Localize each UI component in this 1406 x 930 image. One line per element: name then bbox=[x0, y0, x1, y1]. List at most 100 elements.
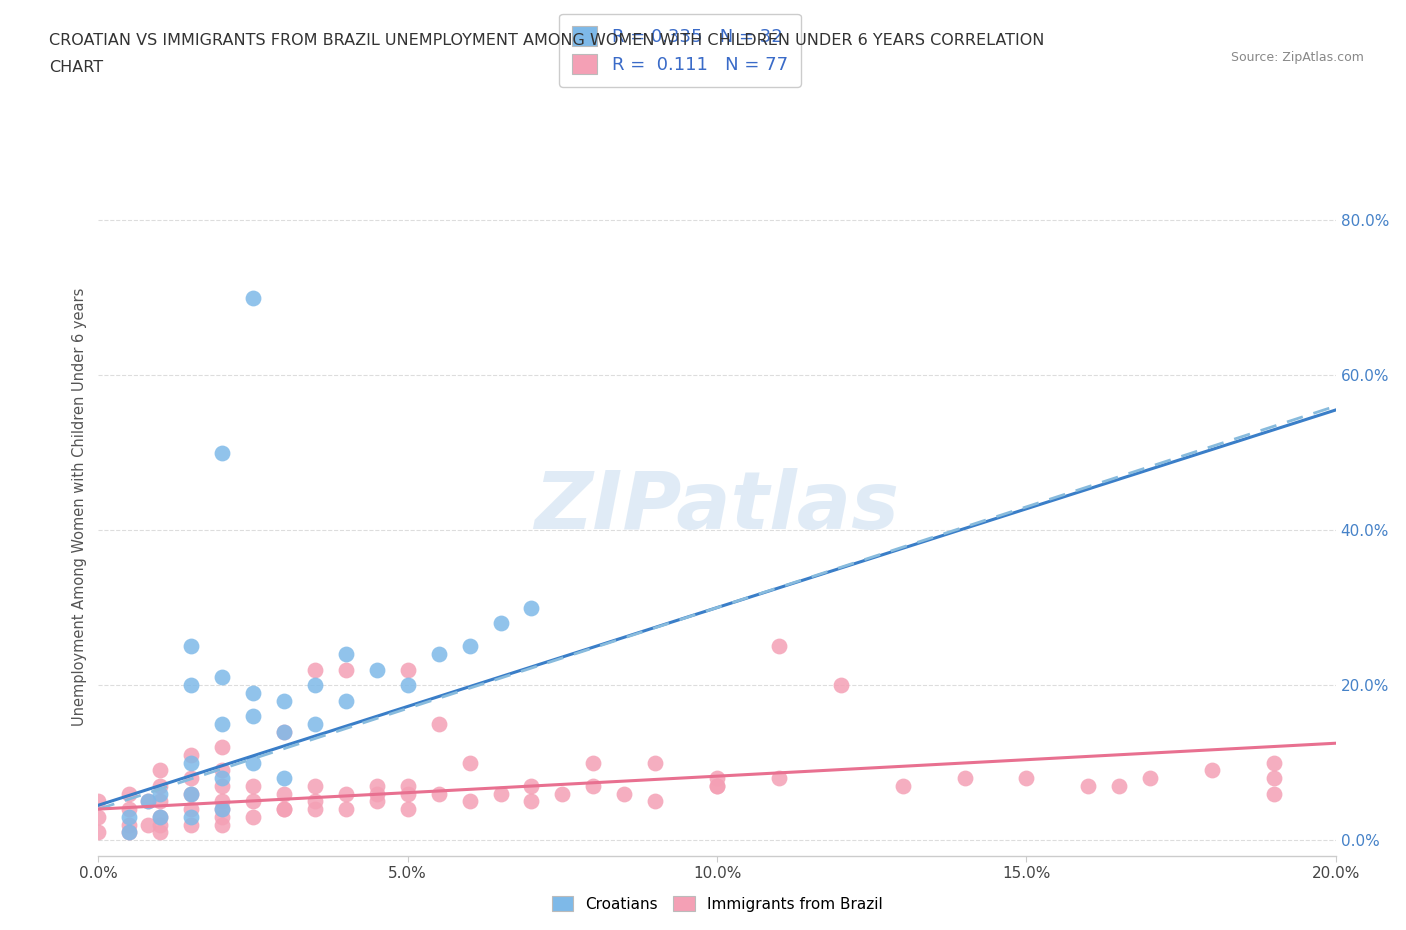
Point bbox=[427, 786, 450, 801]
Point bbox=[335, 693, 357, 708]
Point bbox=[304, 678, 326, 693]
Point bbox=[1015, 771, 1038, 786]
Point bbox=[396, 802, 419, 817]
Text: Source: ZipAtlas.com: Source: ZipAtlas.com bbox=[1230, 51, 1364, 64]
Point bbox=[1077, 778, 1099, 793]
Point bbox=[87, 794, 110, 809]
Point bbox=[366, 778, 388, 793]
Point bbox=[427, 646, 450, 661]
Point bbox=[211, 739, 233, 754]
Point bbox=[489, 616, 512, 631]
Point bbox=[118, 786, 141, 801]
Point bbox=[830, 678, 852, 693]
Point bbox=[149, 794, 172, 809]
Y-axis label: Unemployment Among Women with Children Under 6 years: Unemployment Among Women with Children U… bbox=[72, 287, 87, 726]
Point bbox=[706, 778, 728, 793]
Point bbox=[273, 786, 295, 801]
Point bbox=[149, 809, 172, 824]
Point bbox=[458, 794, 481, 809]
Point bbox=[180, 678, 202, 693]
Point bbox=[149, 809, 172, 824]
Point bbox=[87, 809, 110, 824]
Point bbox=[1108, 778, 1130, 793]
Point bbox=[180, 817, 202, 832]
Point bbox=[335, 662, 357, 677]
Point bbox=[211, 771, 233, 786]
Point bbox=[706, 778, 728, 793]
Point bbox=[458, 755, 481, 770]
Point bbox=[582, 778, 605, 793]
Point bbox=[644, 794, 666, 809]
Point bbox=[304, 794, 326, 809]
Point bbox=[273, 693, 295, 708]
Point bbox=[180, 771, 202, 786]
Point bbox=[180, 809, 202, 824]
Point bbox=[953, 771, 976, 786]
Point bbox=[768, 771, 790, 786]
Point bbox=[427, 716, 450, 731]
Point bbox=[613, 786, 636, 801]
Point bbox=[644, 755, 666, 770]
Point bbox=[304, 716, 326, 731]
Point bbox=[118, 825, 141, 840]
Point bbox=[211, 763, 233, 777]
Text: CROATIAN VS IMMIGRANTS FROM BRAZIL UNEMPLOYMENT AMONG WOMEN WITH CHILDREN UNDER : CROATIAN VS IMMIGRANTS FROM BRAZIL UNEMP… bbox=[49, 33, 1045, 47]
Point bbox=[180, 802, 202, 817]
Point bbox=[149, 778, 172, 793]
Point bbox=[149, 817, 172, 832]
Point bbox=[242, 685, 264, 700]
Point bbox=[242, 794, 264, 809]
Point bbox=[489, 786, 512, 801]
Point bbox=[273, 724, 295, 739]
Point bbox=[1201, 763, 1223, 777]
Point bbox=[520, 600, 543, 615]
Point bbox=[211, 445, 233, 460]
Point bbox=[396, 662, 419, 677]
Point bbox=[211, 802, 233, 817]
Point bbox=[211, 817, 233, 832]
Point bbox=[211, 716, 233, 731]
Point bbox=[551, 786, 574, 801]
Point bbox=[458, 639, 481, 654]
Point bbox=[335, 802, 357, 817]
Point bbox=[180, 786, 202, 801]
Point bbox=[396, 786, 419, 801]
Point bbox=[136, 794, 159, 809]
Point bbox=[273, 802, 295, 817]
Point bbox=[304, 802, 326, 817]
Point bbox=[768, 639, 790, 654]
Point bbox=[242, 755, 264, 770]
Point bbox=[706, 771, 728, 786]
Point bbox=[211, 809, 233, 824]
Point bbox=[273, 771, 295, 786]
Point bbox=[211, 778, 233, 793]
Point bbox=[366, 662, 388, 677]
Point bbox=[891, 778, 914, 793]
Point bbox=[1263, 786, 1285, 801]
Point bbox=[520, 778, 543, 793]
Point bbox=[211, 802, 233, 817]
Point bbox=[304, 662, 326, 677]
Point bbox=[242, 778, 264, 793]
Point bbox=[335, 786, 357, 801]
Point bbox=[136, 817, 159, 832]
Point bbox=[366, 794, 388, 809]
Point bbox=[582, 755, 605, 770]
Point bbox=[242, 290, 264, 305]
Point bbox=[180, 755, 202, 770]
Point bbox=[211, 794, 233, 809]
Point bbox=[136, 794, 159, 809]
Point bbox=[242, 809, 264, 824]
Point bbox=[149, 763, 172, 777]
Point bbox=[180, 786, 202, 801]
Point bbox=[1263, 755, 1285, 770]
Point bbox=[242, 709, 264, 724]
Point bbox=[118, 809, 141, 824]
Point bbox=[118, 817, 141, 832]
Text: CHART: CHART bbox=[49, 60, 103, 75]
Point bbox=[118, 825, 141, 840]
Point bbox=[304, 778, 326, 793]
Point bbox=[396, 678, 419, 693]
Point bbox=[1139, 771, 1161, 786]
Point bbox=[180, 639, 202, 654]
